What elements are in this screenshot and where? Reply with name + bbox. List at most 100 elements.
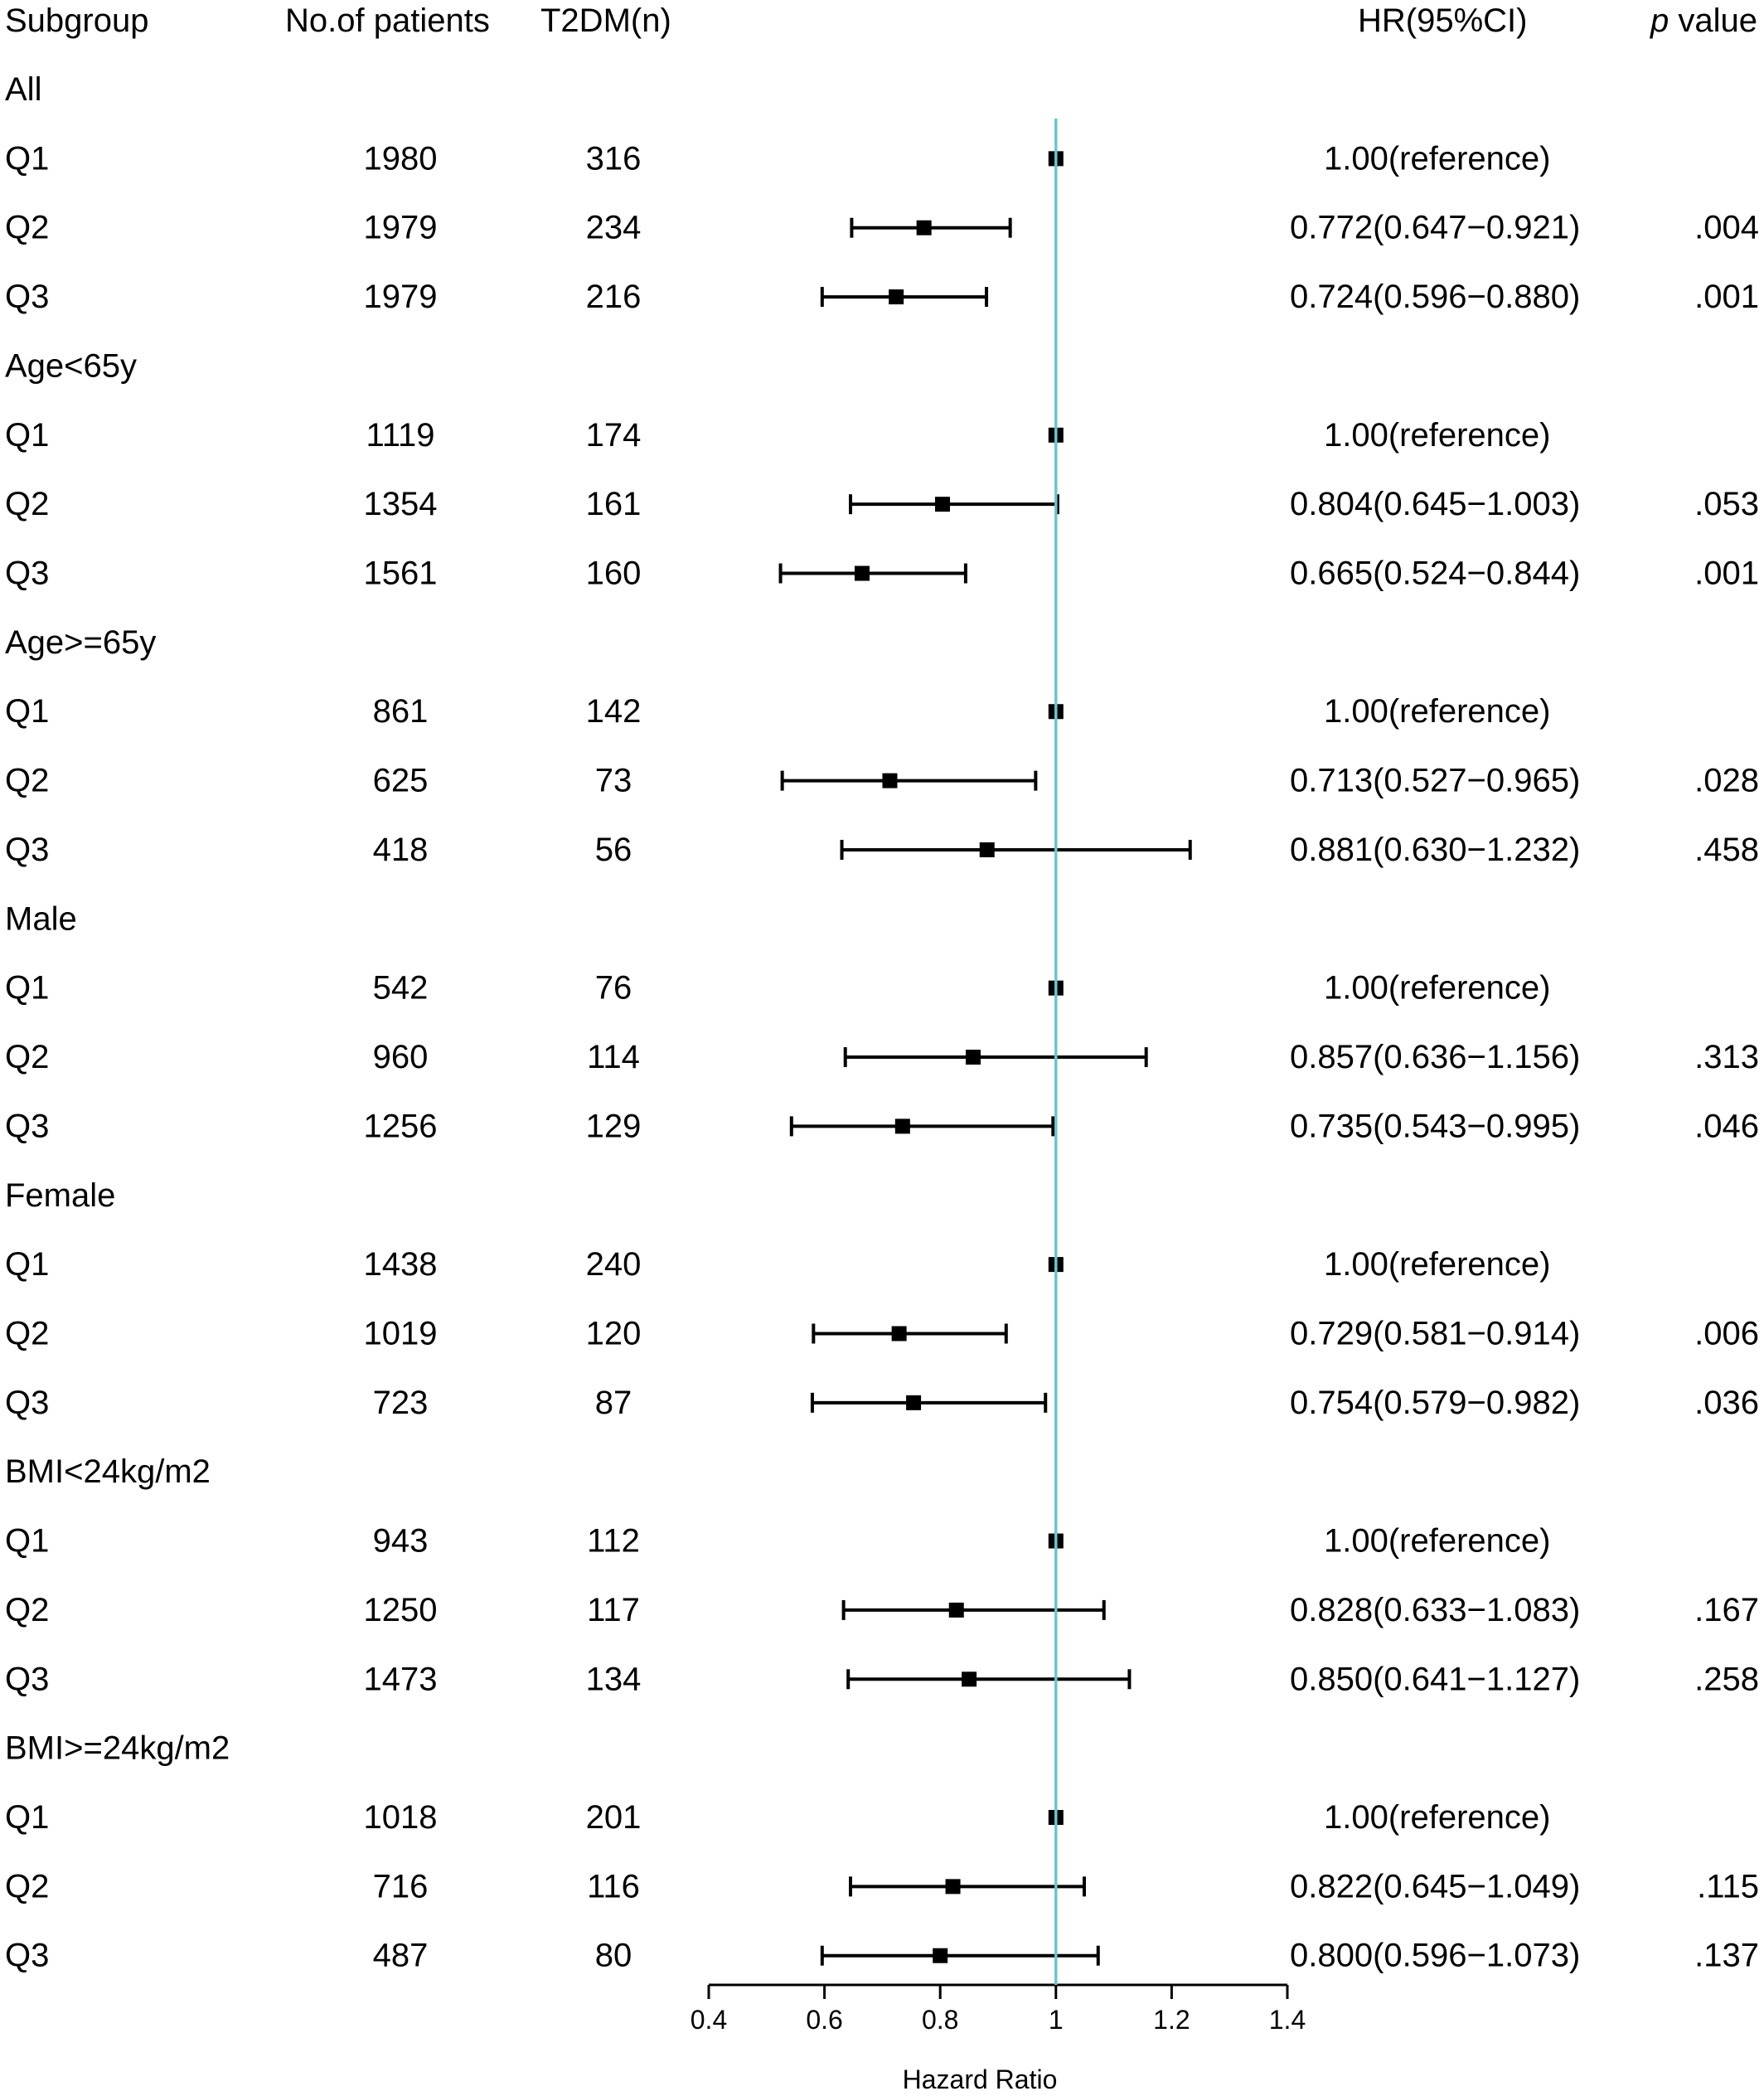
- header-t2dm: T2DM(n): [540, 2, 671, 39]
- hr-ci-text: 0.800(0.596−1.073): [1290, 1938, 1580, 1974]
- t2dm-count: 142: [586, 693, 642, 730]
- hr-ci-text: 0.735(0.543−0.995): [1290, 1108, 1580, 1144]
- group-label: Female: [5, 1177, 115, 1214]
- hr-ci-text: 0.713(0.527−0.965): [1290, 763, 1580, 799]
- table-row: Q3 487 80 0.800(0.596−1.073) .137: [5, 1938, 1759, 1974]
- patients-count: 1980: [364, 140, 438, 177]
- t2dm-count: 240: [586, 1246, 642, 1283]
- hr-reference-text: 1.00(reference): [1324, 1523, 1550, 1560]
- t2dm-count: 201: [586, 1799, 642, 1836]
- quartile-label: Q3: [5, 556, 49, 592]
- table-row: Q1 542 76 1.00(reference): [5, 970, 1550, 1007]
- quartile-label: Q3: [5, 1661, 49, 1697]
- patients-count: 1250: [364, 1592, 438, 1628]
- hr-point: [945, 1879, 961, 1895]
- hr-reference-text: 1.00(reference): [1324, 1799, 1550, 1836]
- t2dm-count: 114: [587, 1039, 640, 1075]
- hr-ci-text: 0.772(0.647−0.921): [1290, 210, 1580, 246]
- t2dm-count: 80: [595, 1938, 632, 1974]
- x-tick-label: 1.4: [1269, 2005, 1306, 2035]
- t2dm-count: 161: [586, 486, 642, 522]
- x-tick-label: 1.2: [1153, 2005, 1190, 2035]
- table-row: Q3 1473 134 0.850(0.641−1.127) .258: [5, 1661, 1759, 1697]
- hr-ci-text: 0.665(0.524−0.844): [1290, 556, 1580, 592]
- quartile-label: Q3: [5, 832, 49, 868]
- hr-point: [906, 1395, 922, 1410]
- group-label: BMI>=24kg/m2: [5, 1730, 230, 1767]
- p-value: .458: [1694, 832, 1759, 868]
- quartile-label: Q1: [5, 417, 49, 454]
- table-row: Q1 1018 201 1.00(reference): [5, 1799, 1550, 1836]
- table-row: Q1 943 112 1.00(reference): [5, 1523, 1550, 1560]
- p-value: .004: [1694, 210, 1759, 246]
- hr-reference-text: 1.00(reference): [1324, 1246, 1550, 1283]
- patients-count: 723: [373, 1385, 429, 1421]
- quartile-label: Q3: [5, 1938, 49, 1974]
- p-value: .001: [1694, 279, 1759, 315]
- t2dm-count: 120: [586, 1315, 642, 1351]
- patients-count: 861: [373, 693, 429, 730]
- patients-count: 1256: [364, 1108, 438, 1144]
- quartile-label: Q1: [5, 1246, 49, 1283]
- t2dm-count: 160: [586, 556, 642, 592]
- patients-count: 418: [373, 832, 429, 868]
- group-row: Age<65y: [5, 347, 137, 384]
- header-p-value: p value: [1650, 2, 1757, 39]
- group-label: All: [5, 71, 41, 108]
- quartile-label: Q1: [5, 970, 49, 1007]
- forest-marks: [778, 151, 1192, 1966]
- hr-ci-text: 0.754(0.579−0.982): [1290, 1385, 1580, 1421]
- table-row: Q2 1979 234 0.772(0.647−0.921) .004: [5, 210, 1759, 246]
- patients-count: 943: [373, 1523, 429, 1560]
- table-row: Q3 418 56 0.881(0.630−1.232) .458: [5, 832, 1759, 868]
- table-row: Q1 1119 174 1.00(reference): [5, 417, 1550, 454]
- t2dm-count: 234: [586, 210, 642, 246]
- quartile-label: Q2: [5, 210, 49, 246]
- table-row: Q3 1979 216 0.724(0.596−0.880) .001: [5, 279, 1759, 315]
- patients-count: 625: [373, 763, 429, 799]
- header-p-rest: value: [1669, 2, 1757, 39]
- hr-point: [882, 773, 898, 788]
- table-row: Q2 1250 117 0.828(0.633−1.083) .167: [5, 1592, 1759, 1628]
- hr-reference-text: 1.00(reference): [1324, 970, 1550, 1007]
- quartile-label: Q1: [5, 140, 49, 177]
- hr-point: [965, 1050, 981, 1065]
- t2dm-count: 174: [586, 417, 642, 454]
- p-value: .115: [1697, 1868, 1759, 1904]
- t2dm-count: 73: [595, 763, 632, 799]
- group-label: Male: [5, 900, 77, 937]
- header-hr: HR(95%CI): [1358, 2, 1527, 39]
- p-value: .028: [1694, 763, 1759, 799]
- patients-count: 487: [373, 1938, 429, 1974]
- quartile-label: Q2: [5, 486, 49, 522]
- hr-point: [979, 842, 995, 857]
- p-value: .053: [1694, 486, 1759, 522]
- hr-ci-text: 0.729(0.581−0.914): [1290, 1315, 1580, 1351]
- quartile-label: Q3: [5, 1385, 49, 1421]
- quartile-label: Q3: [5, 1108, 49, 1144]
- group-row: Age>=65y: [5, 624, 156, 661]
- hr-point: [854, 565, 870, 581]
- x-axis-label: Hazard Ratio: [903, 2064, 1058, 2094]
- patients-count: 1979: [364, 210, 438, 246]
- quartile-label: Q1: [5, 1799, 49, 1836]
- patients-count: 960: [373, 1039, 429, 1075]
- t2dm-count: 216: [586, 279, 642, 315]
- hr-ci-text: 0.828(0.633−1.083): [1290, 1592, 1580, 1628]
- hr-ci-text: 0.881(0.630−1.232): [1290, 832, 1580, 868]
- quartile-label: Q1: [5, 693, 49, 730]
- t2dm-count: 316: [586, 140, 642, 177]
- t2dm-count: 56: [595, 832, 632, 868]
- t2dm-count: 134: [586, 1661, 642, 1697]
- p-value: .001: [1694, 556, 1759, 592]
- column-headers: Subgroup No.of patients T2DM(n) HR(95%CI…: [5, 2, 1757, 39]
- p-value: .046: [1694, 1108, 1759, 1144]
- hr-reference-text: 1.00(reference): [1324, 140, 1550, 177]
- hr-point: [891, 1326, 907, 1342]
- t2dm-count: 112: [587, 1523, 640, 1560]
- x-tick-label: 1: [1049, 2005, 1064, 2035]
- quartile-label: Q2: [5, 1592, 49, 1628]
- patients-count: 1018: [364, 1799, 438, 1836]
- patients-count: 1979: [364, 279, 438, 315]
